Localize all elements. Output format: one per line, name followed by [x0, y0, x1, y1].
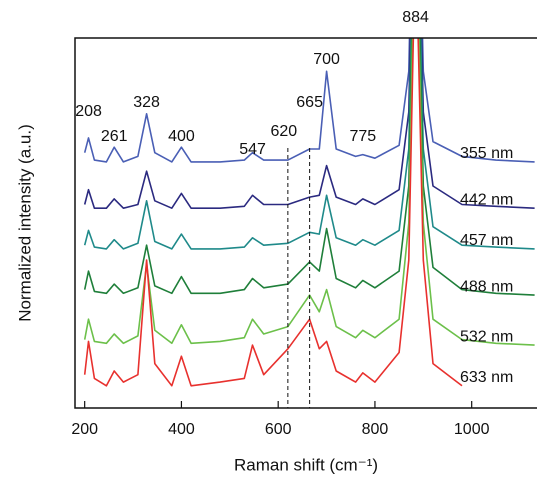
peak-label: 261	[101, 128, 128, 145]
x-tick-label: 200	[71, 421, 98, 438]
peak-label: 208	[75, 103, 102, 120]
series-label: 442 nm	[460, 191, 513, 208]
series-label: 633 nm	[460, 369, 513, 386]
peak-label: 400	[168, 128, 195, 145]
x-tick-label: 1000	[454, 421, 490, 438]
peak-label: 665	[296, 94, 323, 111]
x-tick-label: 600	[265, 421, 292, 438]
series-line	[83, 38, 463, 387]
plot-area	[83, 38, 535, 387]
series-line	[83, 38, 535, 163]
series-label: 488 nm	[460, 278, 513, 295]
y-axis-title: Normalized intensity (a.u.)	[15, 124, 34, 321]
plot-frame	[74, 37, 537, 409]
x-tick-label: 800	[362, 421, 389, 438]
series-line	[83, 38, 535, 296]
peak-label: 700	[313, 51, 340, 68]
series-line	[83, 38, 535, 250]
peak-label: 775	[349, 128, 376, 145]
x-tick-label: 400	[168, 421, 195, 438]
series-label: 532 nm	[460, 328, 513, 345]
peak-label: 547	[239, 141, 266, 158]
series-line	[83, 38, 535, 209]
x-axis-title: Raman shift (cm⁻¹)	[234, 455, 378, 474]
peak-label: 620	[271, 123, 298, 140]
series-label: 355 nm	[460, 145, 513, 162]
peak-label: 884	[402, 9, 429, 26]
peak-label: 328	[133, 94, 160, 111]
series-line	[83, 38, 535, 346]
series-label: 457 nm	[460, 232, 513, 249]
